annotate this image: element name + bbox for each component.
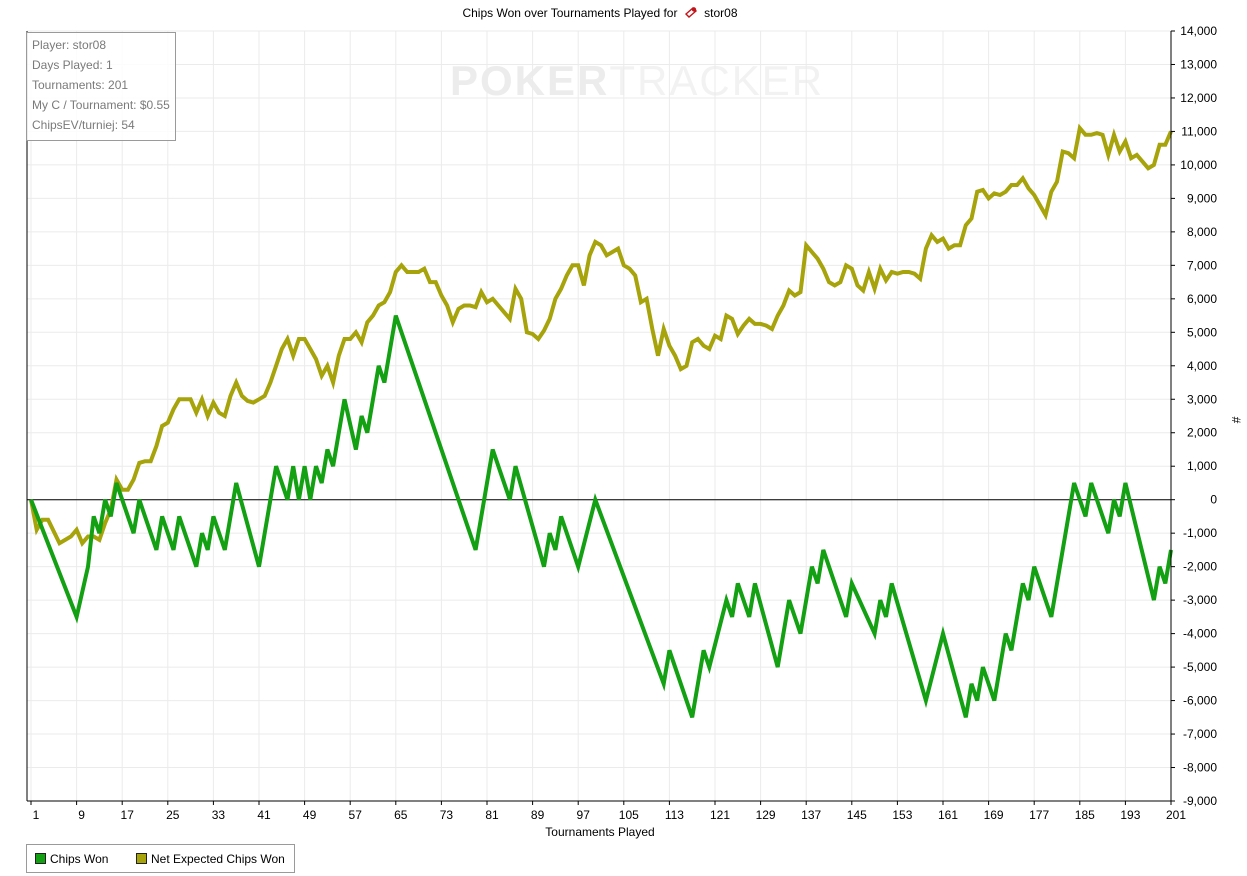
- chart-title: Chips Won over Tournaments Played for st…: [0, 6, 1200, 21]
- info-chipsev-per-tournament: ChipsEV/turniej: 54: [32, 118, 135, 132]
- x-tick-label: 33: [212, 808, 226, 822]
- y-tick-label: -4,000: [1183, 627, 1217, 641]
- x-tick-label: 201: [1166, 808, 1186, 822]
- y-tick-label: 12,000: [1180, 91, 1217, 105]
- info-my-c-per-tournament: My C / Tournament: $0.55: [32, 98, 170, 112]
- x-tick-label: 89: [531, 808, 545, 822]
- legend-swatch-net-expected: [136, 853, 147, 864]
- y-tick-label: -2,000: [1183, 560, 1217, 574]
- x-tick-label: 113: [665, 808, 684, 822]
- x-tick-label: 9: [78, 808, 85, 822]
- info-box: Player: stor08 Days Played: 1 Tournament…: [26, 32, 176, 141]
- x-tick-label: 153: [892, 808, 912, 822]
- x-tick-label: 65: [394, 808, 408, 822]
- y-tick-label: -9,000: [1183, 794, 1217, 808]
- x-tick-label: 57: [349, 808, 363, 822]
- x-tick-label: 1: [33, 808, 40, 822]
- x-tick-label: 97: [577, 808, 591, 822]
- x-tick-label: 137: [801, 808, 821, 822]
- series-line-chips-won: [29, 314, 1173, 718]
- info-days-played: Days Played: 1: [32, 58, 113, 72]
- x-tick-label: 105: [619, 808, 639, 822]
- y-tick-label: -5,000: [1183, 660, 1217, 674]
- legend: Chips Won Net Expected Chips Won: [26, 844, 295, 873]
- player-icon: [684, 6, 698, 21]
- x-tick-label: 121: [710, 808, 730, 822]
- info-player: Player: stor08: [32, 38, 107, 52]
- y-tick-label: 7,000: [1187, 258, 1217, 272]
- chart-title-player: stor08: [704, 6, 738, 20]
- x-tick-label: 193: [1120, 808, 1140, 822]
- y-tick-label: 4,000: [1187, 359, 1217, 373]
- y-tick-label: 5,000: [1187, 325, 1217, 339]
- x-tick-label: 73: [440, 808, 454, 822]
- series-layer: [29, 123, 1173, 718]
- y-tick-label: 8,000: [1187, 225, 1217, 239]
- x-tick-label: 177: [1029, 808, 1049, 822]
- axis-layer: -9,000 -8,000 -7,000 -6,000 -5,000 -4,000 -3,0…: [26, 24, 1243, 839]
- info-tournaments: Tournaments: 201: [32, 78, 129, 92]
- x-tick-label: 129: [756, 808, 776, 822]
- y-tick-label: 13,000: [1180, 57, 1217, 71]
- y-tick-label: -6,000: [1183, 694, 1217, 708]
- x-tick-label: 49: [303, 808, 317, 822]
- y-tick-label: -1,000: [1183, 526, 1217, 540]
- x-tick-label: 41: [257, 808, 271, 822]
- x-tick-label: 161: [938, 808, 958, 822]
- y-tick-label: -8,000: [1183, 761, 1217, 775]
- y-axis-label: #: [1229, 417, 1243, 424]
- y-tick-label: 3,000: [1187, 392, 1217, 406]
- y-tick-label: 0: [1210, 493, 1217, 507]
- y-tick-label: -3,000: [1183, 593, 1217, 607]
- x-tick-label: 169: [984, 808, 1004, 822]
- series-line-net-expected: [29, 123, 1173, 547]
- x-tick-label: 17: [121, 808, 135, 822]
- legend-item-net-expected[interactable]: Net Expected Chips Won: [136, 852, 285, 866]
- y-tick-label: 10,000: [1180, 158, 1217, 172]
- x-tick-label: 81: [485, 808, 499, 822]
- legend-label-chips-won: Chips Won: [50, 852, 109, 866]
- legend-label-net-expected: Net Expected Chips Won: [151, 852, 285, 866]
- y-tick-label: 14,000: [1180, 24, 1217, 38]
- y-tick-label: 2,000: [1187, 426, 1217, 440]
- x-axis-label: Tournaments Played: [545, 825, 654, 839]
- y-tick-label: 1,000: [1187, 459, 1217, 473]
- x-tick-label: 185: [1075, 808, 1095, 822]
- x-tick-label: 25: [166, 808, 180, 822]
- legend-swatch-chips-won: [35, 853, 46, 864]
- grid-layer: [27, 30, 1172, 802]
- y-tick-label: 11,000: [1181, 124, 1217, 138]
- x-tick-label: 145: [847, 808, 867, 822]
- y-tick-label: 9,000: [1187, 191, 1217, 205]
- chart-title-text: Chips Won over Tournaments Played for: [462, 6, 678, 20]
- legend-item-chips-won[interactable]: Chips Won: [35, 852, 108, 866]
- y-tick-label: 6,000: [1187, 292, 1217, 306]
- y-tick-label: -7,000: [1183, 727, 1217, 741]
